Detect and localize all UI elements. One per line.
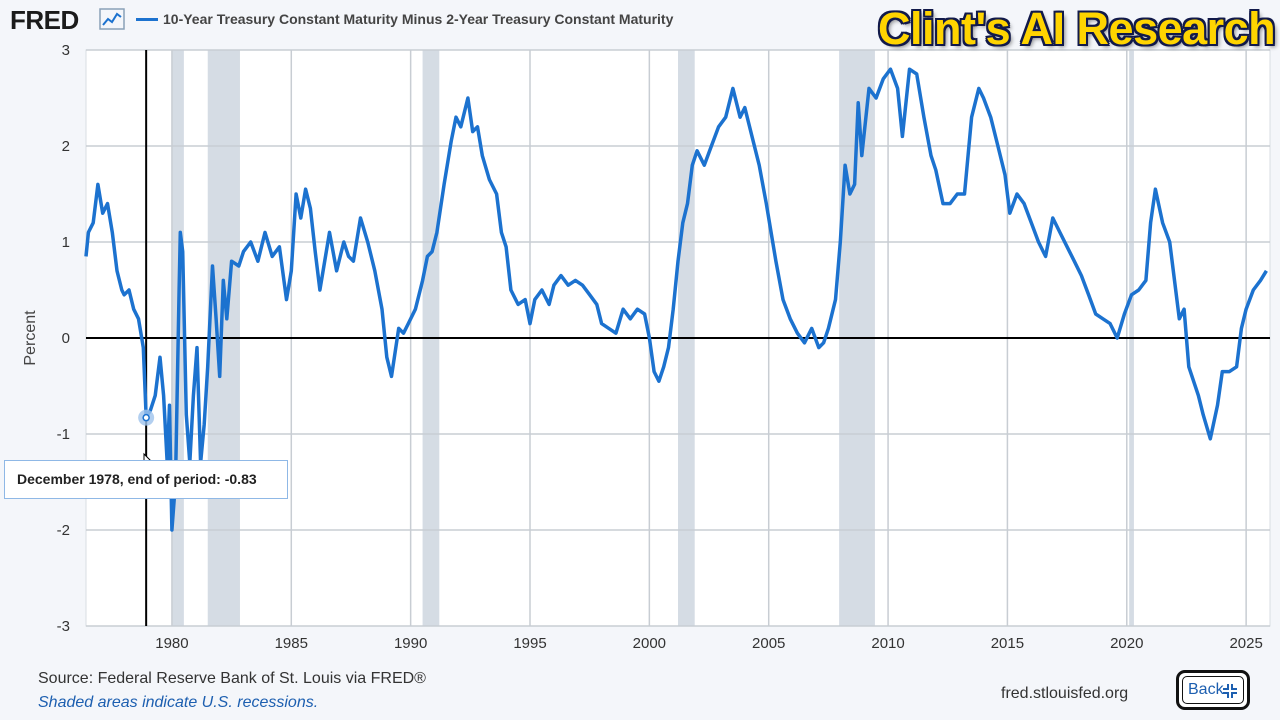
legend-series-label[interactable]: 10-Year Treasury Constant Maturity Minus… [163,11,674,27]
y-tick-label: 3 [62,42,70,59]
x-tick-label: 2000 [633,635,666,652]
highlight-point [142,413,150,422]
fred-logo[interactable]: FRED [10,5,79,35]
back-button-label: Back [1188,681,1224,698]
y-tick-label: 2 [62,138,70,155]
line-graph-icon [99,8,125,30]
recession-note: Shaded areas indicate U.S. recessions. [38,694,319,711]
x-tick-label: 1980 [155,635,188,652]
fred-url[interactable]: fred.stlouisfed.org [1001,685,1129,702]
y-tick-label: -3 [57,618,70,635]
x-tick-label: 2020 [1110,635,1143,652]
data-tooltip: December 1978, end of period: -0.83 [4,460,288,499]
x-tick-label: 2010 [871,635,904,652]
back-button-inner: Back [1182,676,1244,704]
y-tick-label: -1 [57,426,70,443]
tooltip-text: December 1978, end of period: -0.83 [17,471,257,487]
y-tick-label: 1 [62,234,70,251]
back-button[interactable]: Back [1176,670,1250,710]
chart-header: FRED 10-Year Treasury Constant Maturity … [0,0,1280,54]
x-tick-label: 1985 [275,635,308,652]
x-tick-label: 1990 [394,635,427,652]
x-tick-label: 1995 [513,635,546,652]
x-tick-label: 2025 [1229,635,1262,652]
plot-area[interactable]: -3 -2 -1 0 1 2 3 1980 1985 1990 1995 2000 2005 2010 20… [22,42,1271,652]
y-tick-label: -2 [57,522,70,539]
x-tick-label: 2015 [991,635,1024,652]
legend-swatch [136,18,158,21]
y-tick-label: 0 [62,330,70,347]
watermark-text: Clint's AI Research [878,3,1276,54]
x-tick-label: 2005 [752,635,785,652]
series-line [84,67,1268,532]
collapse-icon [1223,684,1237,698]
source-note: Source: Federal Reserve Bank of St. Loui… [38,670,426,687]
y-axis-label: Percent [22,310,39,366]
